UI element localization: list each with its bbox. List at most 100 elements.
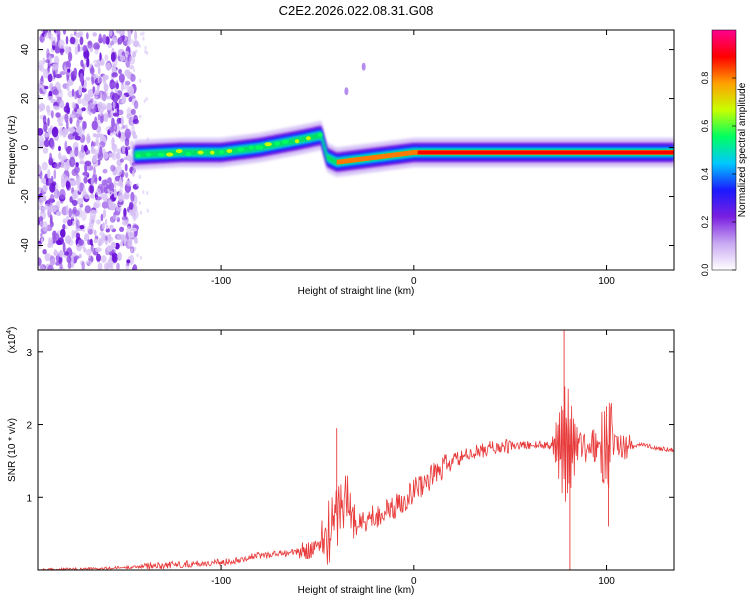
- noise-speckle: [111, 63, 116, 75]
- noise-speckle: [131, 124, 135, 133]
- noise-speckle: [101, 201, 109, 209]
- x-tick-label: -100: [211, 276, 231, 287]
- noise-speckle: [144, 45, 147, 50]
- ridge-blob: [197, 150, 204, 155]
- snr-plot-area: [38, 330, 674, 570]
- noise-speckle: [68, 207, 72, 218]
- noise-speckle: [113, 179, 117, 189]
- noise-speckle: [84, 194, 90, 200]
- noise-speckle: [54, 45, 61, 54]
- noise-speckle: [99, 146, 103, 156]
- noise-speckle: [106, 95, 111, 100]
- noise-speckle: [62, 218, 67, 224]
- noise-speckle: [56, 239, 62, 246]
- noise-speckle: [123, 156, 128, 161]
- y-tick-label: 40: [20, 44, 31, 56]
- noise-speckle: [49, 255, 56, 266]
- noise-speckle: [47, 130, 53, 135]
- noise-speckle: [51, 86, 58, 94]
- noise-speckle: [86, 32, 89, 40]
- ridge-blob: [306, 136, 311, 141]
- noise-speckle: [42, 147, 49, 154]
- noise-speckle: [126, 180, 132, 187]
- noise-speckle: [64, 113, 69, 123]
- noise-speckle: [66, 255, 72, 264]
- noise-speckle: [85, 248, 92, 256]
- noise-speckle: [126, 146, 131, 151]
- noise-speckle: [83, 49, 90, 59]
- noise-speckle: [111, 252, 118, 263]
- noise-speckle: [94, 177, 98, 182]
- noise-speckle: [136, 253, 139, 258]
- noise-speckle: [79, 160, 85, 165]
- noise-speckle: [123, 207, 127, 218]
- noise-speckle: [71, 220, 75, 227]
- noise-speckle: [47, 96, 54, 101]
- noise-speckle: [49, 204, 54, 210]
- noise-speckle: [48, 177, 52, 186]
- noise-speckle: [105, 36, 110, 45]
- noise-speckle: [99, 231, 105, 237]
- noise-speckle: [112, 81, 117, 87]
- noise-speckle: [38, 264, 45, 270]
- noise-speckle: [118, 179, 123, 184]
- noise-speckle: [93, 59, 97, 64]
- colorbar-tick-label: 0.2: [700, 216, 710, 229]
- noise-speckle: [97, 262, 103, 270]
- ridge-blob: [210, 150, 215, 155]
- noise-speckle: [83, 79, 87, 89]
- noise-speckle: [66, 83, 70, 92]
- noise-speckle: [69, 116, 73, 124]
- noise-speckle: [38, 128, 44, 136]
- noise-speckle: [78, 254, 82, 259]
- noise-speckle: [62, 242, 66, 253]
- noise-speckle: [69, 113, 75, 118]
- noise-speckle: [135, 239, 139, 244]
- noise-speckle: [125, 261, 130, 270]
- noise-speckle: [42, 177, 47, 185]
- y-tick-label: 20: [20, 93, 31, 105]
- noise-speckle: [75, 162, 79, 167]
- noise-speckle: [60, 228, 66, 238]
- noise-speckle: [116, 30, 120, 34]
- noise-speckle: [93, 229, 97, 236]
- noise-speckle: [65, 181, 71, 189]
- noise-speckle: [74, 209, 80, 217]
- noise-speckle: [130, 85, 133, 90]
- noise-speckle: [116, 117, 120, 126]
- noise-speckle: [134, 30, 138, 41]
- noise-speckle: [93, 42, 100, 50]
- noise-speckle: [130, 64, 133, 69]
- noise-speckle: [129, 55, 136, 65]
- noise-speckle: [38, 197, 44, 206]
- noise-speckle: [39, 87, 43, 95]
- ridge-blob: [294, 139, 300, 144]
- noise-speckle: [131, 144, 135, 151]
- noise-speckle: [119, 226, 125, 232]
- ridge-blob: [175, 149, 183, 154]
- noise-speckle: [56, 200, 60, 211]
- ridge-blob: [274, 141, 280, 146]
- noise-speckle: [75, 232, 81, 239]
- y-tick-label: 2: [26, 421, 32, 432]
- noise-speckle: [83, 144, 88, 152]
- noise-speckle: [128, 255, 131, 260]
- noise-speckle: [72, 132, 79, 137]
- spectrogram-panel: -100 0 100 -40 -20 0 20 40 Height of straight …: [7, 29, 675, 297]
- noise-speckle: [115, 165, 123, 177]
- noise-speckle: [107, 177, 112, 184]
- noise-speckle: [63, 105, 70, 113]
- noise-speckle: [58, 152, 62, 160]
- noise-speckle: [97, 66, 101, 75]
- noise-speckle: [110, 40, 114, 46]
- noise-speckle: [100, 183, 106, 194]
- noise-speckle: [55, 73, 62, 79]
- ridge-blob: [237, 147, 245, 152]
- noise-speckle: [105, 184, 111, 189]
- noise-speckle: [96, 85, 100, 91]
- noise-speckle: [38, 142, 42, 150]
- noise-speckle: [104, 54, 109, 62]
- noise-speckle: [82, 45, 88, 52]
- noise-speckle: [133, 246, 137, 251]
- noise-speckle: [111, 241, 116, 249]
